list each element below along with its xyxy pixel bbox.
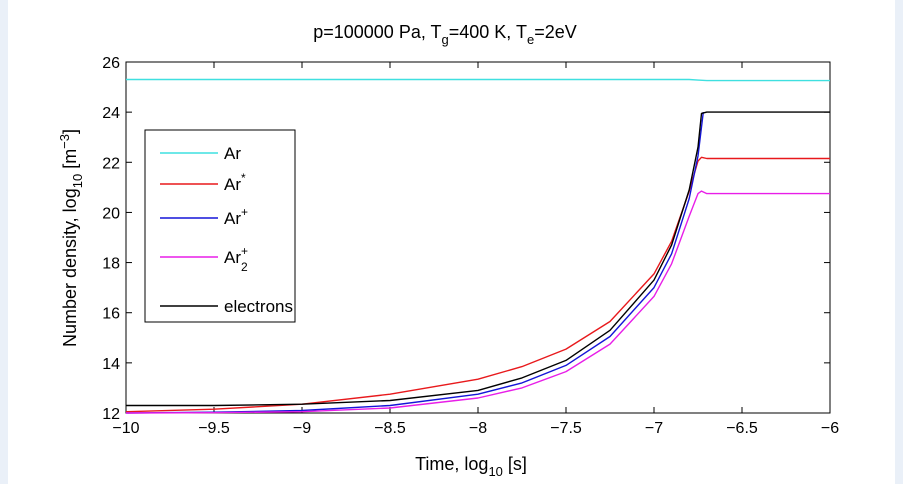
axis-ticks: −10 −9.5 −9 −8.5 −8 −7.5 −7 −6.5 −6 12 14 16 18 20 22 2… bbox=[102, 55, 839, 437]
legend-label-ar-: Ar* bbox=[224, 171, 246, 194]
x-tick-label: −6.5 bbox=[726, 420, 758, 437]
series-line-ar- bbox=[125, 112, 704, 414]
x-tick-label: −8.5 bbox=[374, 420, 406, 437]
x-tick-label: −7 bbox=[645, 420, 663, 437]
y-tick-label: 22 bbox=[102, 155, 120, 172]
legend: Ar Ar* Ar+ Ar+ 2 electrons bbox=[144, 129, 296, 323]
data-series bbox=[125, 78, 830, 414]
figure-canvas: p=100000 Pa, Tg=400 K, Te=2eV −10 −9.5 −9−… bbox=[8, 0, 895, 484]
series-line-ar bbox=[126, 78, 830, 82]
x-tick-label: −9.5 bbox=[198, 420, 230, 437]
series-line-ar2- bbox=[125, 190, 830, 414]
x-tick-label: −6 bbox=[821, 420, 839, 437]
legend-label-electrons: electrons bbox=[224, 297, 293, 316]
y-axis-label: Number density, log10 [m−3] bbox=[57, 129, 85, 347]
y-tick-label: 18 bbox=[102, 256, 120, 273]
line-chart: p=100000 Pa, Tg=400 K, Te=2eV −10 −9.5 −9−… bbox=[57, 22, 839, 479]
series-line-ar- bbox=[125, 156, 830, 413]
x-tick-label: −8 bbox=[469, 420, 487, 437]
legend-label-ar-: Ar+ bbox=[224, 205, 248, 228]
legend-box bbox=[144, 129, 296, 323]
legend-label-ar: Ar bbox=[224, 144, 241, 163]
chart-title: p=100000 Pa, Tg=400 K, Te=2eV bbox=[313, 22, 577, 47]
x-tick-label: −7.5 bbox=[550, 420, 582, 437]
x-tick-label: −9 bbox=[293, 420, 311, 437]
y-tick-label: 20 bbox=[102, 205, 120, 222]
x-axis-label: Time, log10 [s] bbox=[415, 454, 527, 479]
y-tick-label: 26 bbox=[102, 55, 120, 72]
series-line-electrons bbox=[126, 111, 830, 407]
y-tick-label: 16 bbox=[102, 306, 120, 323]
y-tick-label: 14 bbox=[102, 356, 120, 373]
legend-label-ar2-: Ar+ 2 bbox=[224, 244, 248, 274]
x-tick-label: −10 bbox=[112, 420, 139, 437]
y-tick-label: 24 bbox=[102, 105, 120, 122]
y-tick-label: 12 bbox=[102, 406, 120, 423]
